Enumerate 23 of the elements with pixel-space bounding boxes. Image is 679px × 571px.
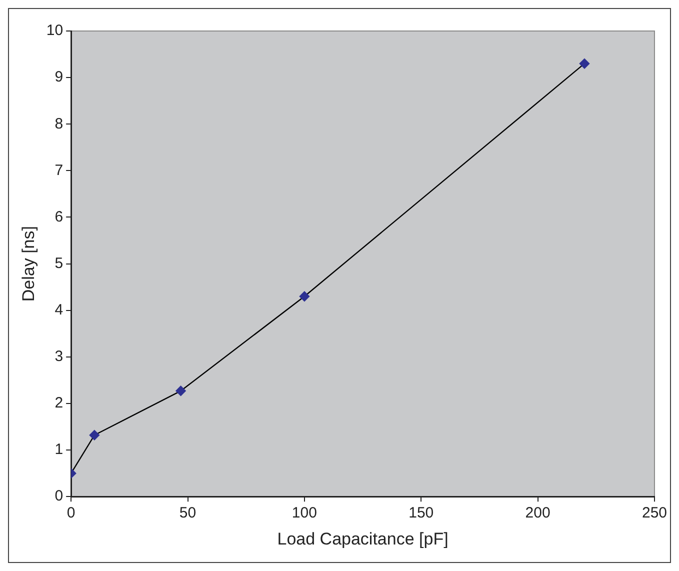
y-tick-label: 3 [54, 348, 64, 366]
y-tick-label: 4 [54, 302, 64, 318]
y-tick-label: 5 [54, 254, 64, 272]
y-axis-title: Delay [ns] [18, 226, 38, 302]
x-tick-label: 250 [642, 504, 667, 522]
x-tick-label: 150 [408, 504, 434, 522]
x-tick-label: 100 [292, 504, 317, 522]
y-tick-label: 8 [54, 115, 64, 132]
y-tick-label: 7 [54, 162, 64, 179]
point [299, 291, 310, 302]
point [89, 430, 100, 440]
x-tick-label: 200 [525, 504, 550, 522]
y-tick-label: 10 [46, 22, 64, 40]
y-tick-label: 1 [54, 441, 64, 458]
y-tick-label: 2 [54, 394, 64, 412]
y-tick-label: 6 [54, 208, 64, 226]
x-tick-label: 50 [179, 504, 196, 522]
x-tick-label: 0 [66, 504, 76, 522]
point [176, 386, 186, 396]
y-tick-label: 0 [54, 488, 64, 505]
x-axis-title: Load Capacitance [pF] [277, 529, 448, 548]
point [579, 58, 590, 69]
y-tick-label: 9 [54, 68, 64, 86]
